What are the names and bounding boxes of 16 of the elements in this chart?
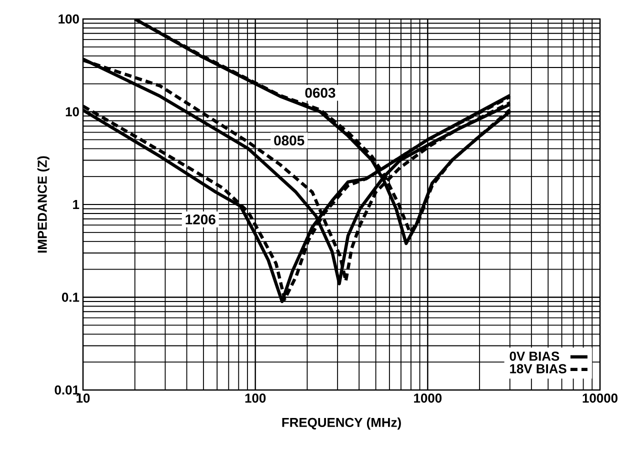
x-tick-label: 100 bbox=[245, 394, 266, 403]
x-tick-label: 10 bbox=[76, 394, 90, 403]
annotation: 1206 bbox=[186, 214, 216, 224]
y-tick-label: 0.01 bbox=[54, 385, 80, 395]
x-axis-title: FREQUENCY (MHz) bbox=[282, 418, 401, 430]
annotation: 0805 bbox=[274, 136, 304, 146]
annotation: 0603 bbox=[305, 88, 336, 98]
x-tick-label: 10000 bbox=[582, 394, 618, 403]
y-axis-title: IMPEDANCE (Z) bbox=[37, 156, 50, 253]
y-tick-label: 10 bbox=[66, 107, 79, 116]
legend-label: 18V BIAS bbox=[510, 364, 566, 374]
legend-label: 0V BIAS bbox=[510, 352, 560, 361]
y-tick-label: 0.1 bbox=[62, 292, 80, 302]
y-tick-label: 1 bbox=[73, 200, 80, 209]
y-tick-label: 100 bbox=[58, 14, 79, 24]
x-tick-label: 1000 bbox=[414, 394, 442, 403]
